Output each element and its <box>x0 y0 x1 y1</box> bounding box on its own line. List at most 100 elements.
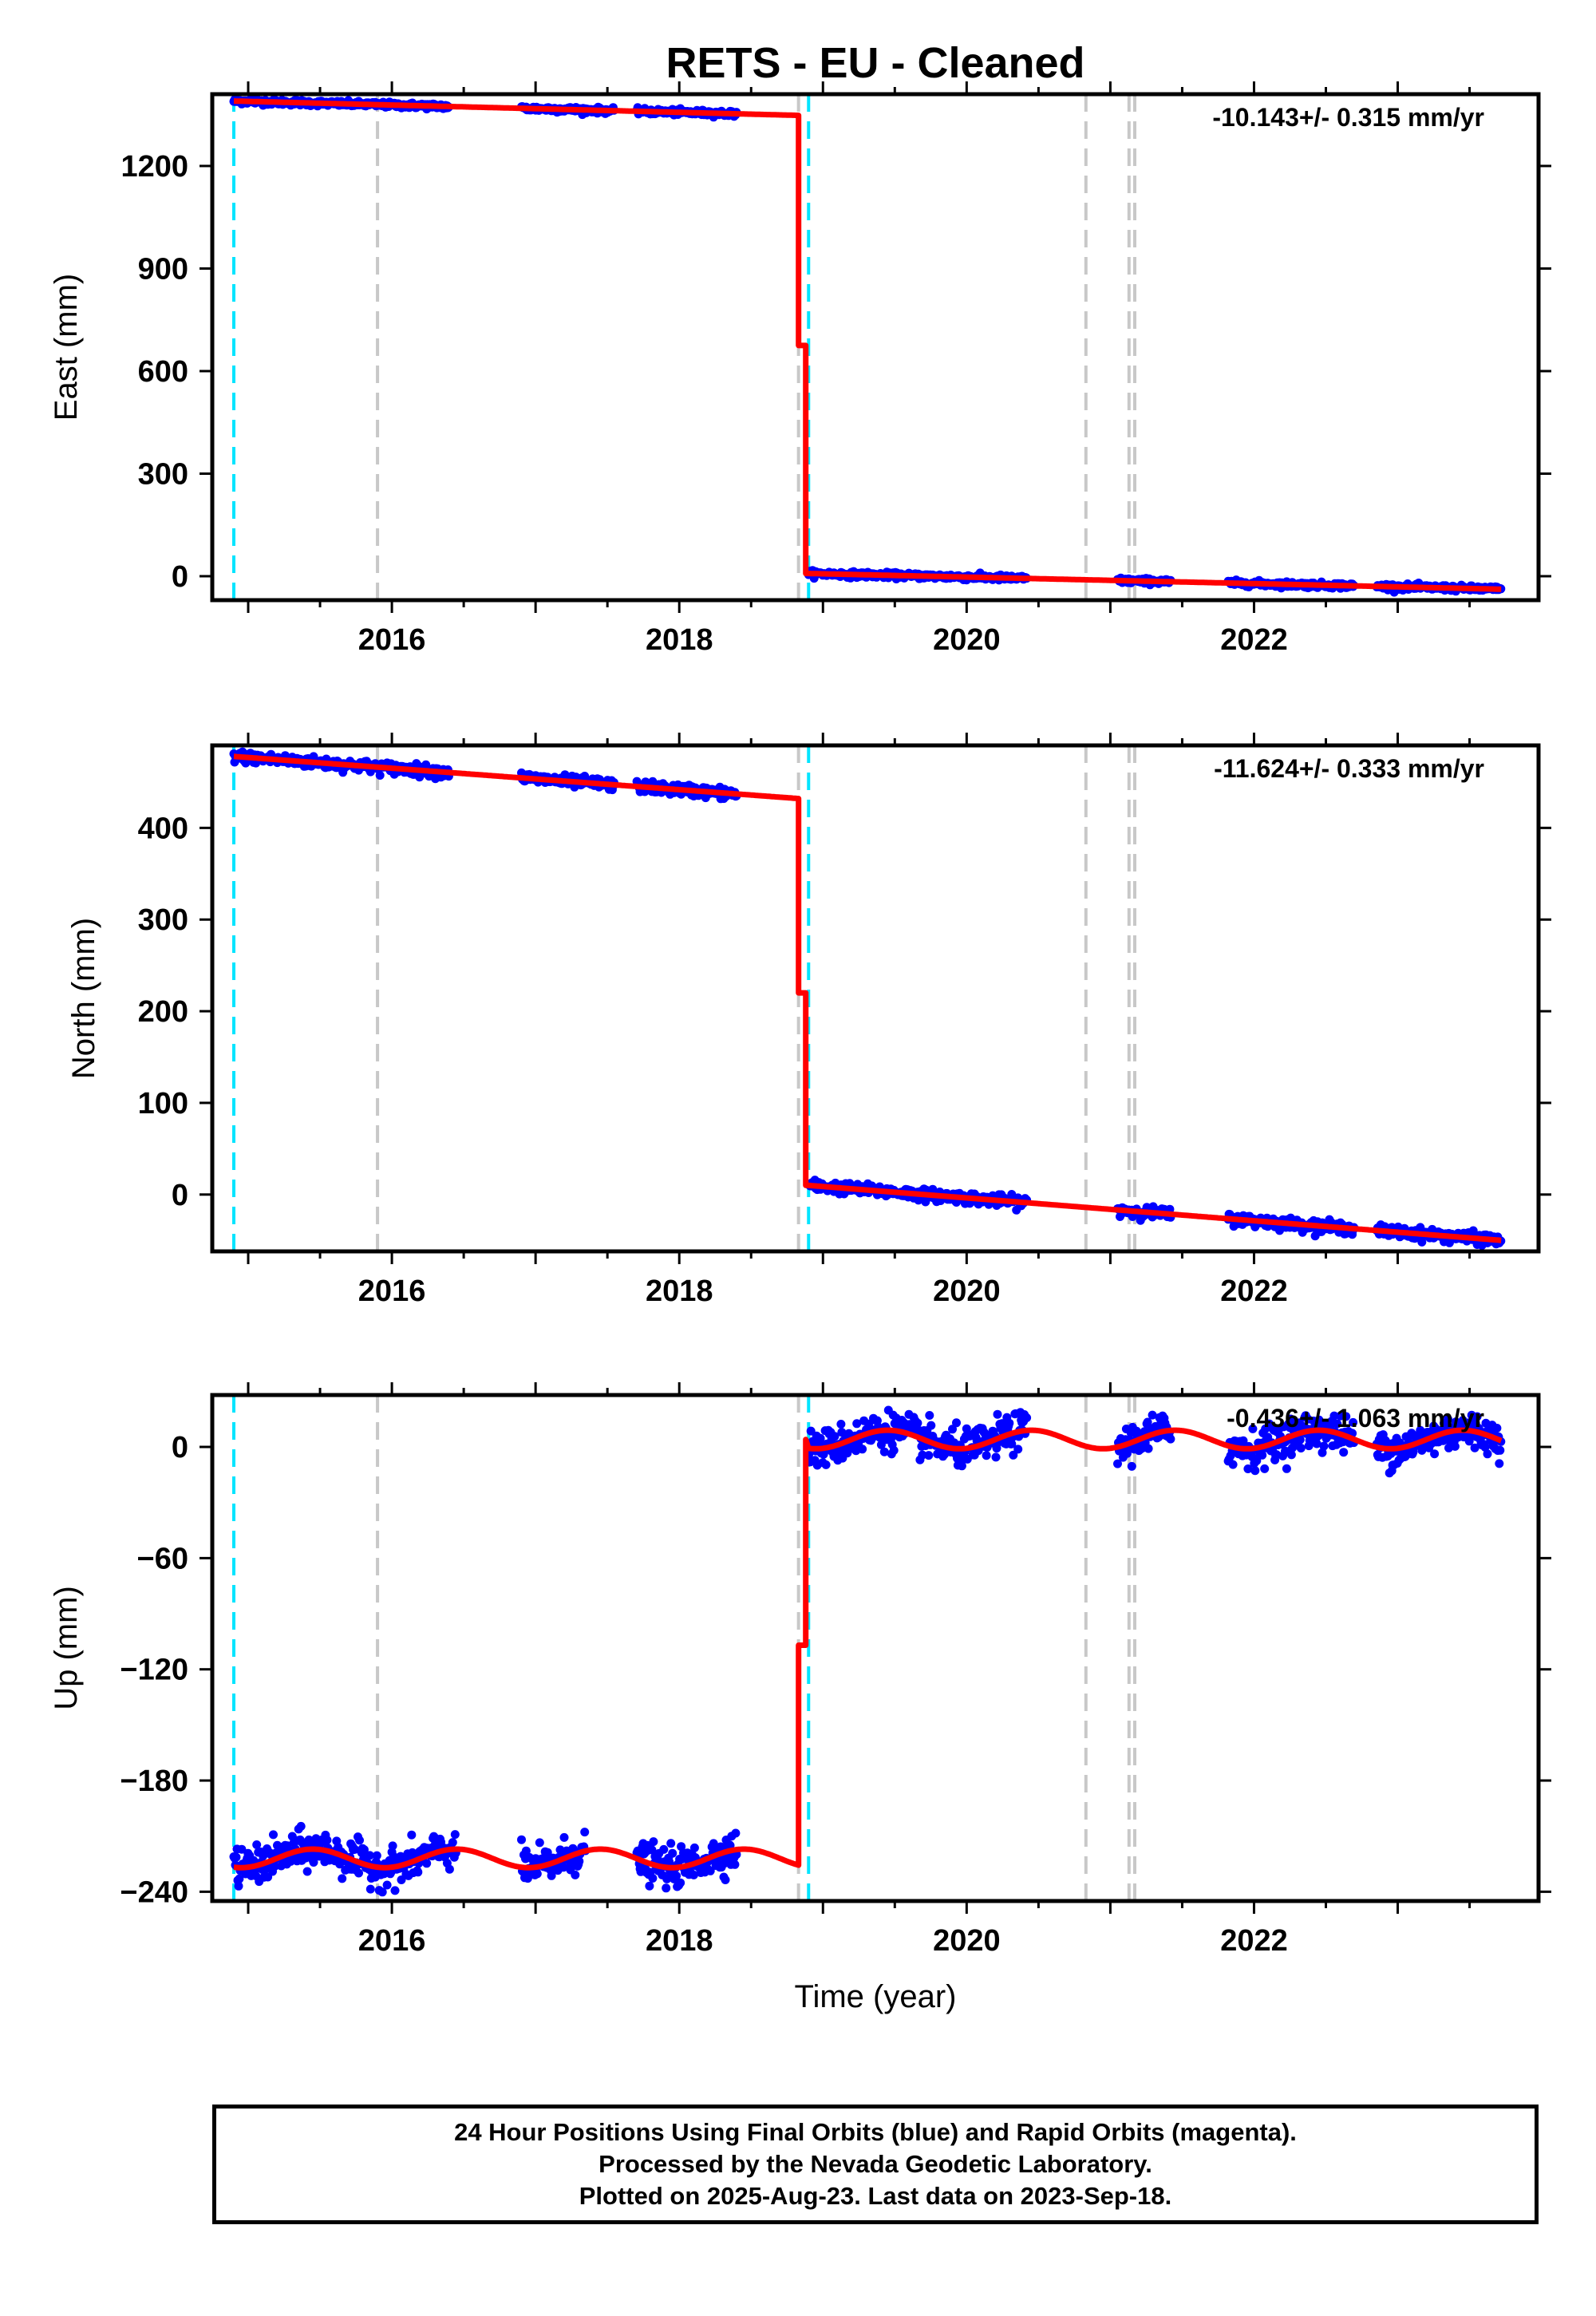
data-point <box>302 1867 312 1876</box>
x-tick-label-north: 2022 <box>1220 1275 1288 1308</box>
data-point <box>913 1418 922 1428</box>
data-point <box>1339 1448 1349 1457</box>
plot-area-north <box>229 745 1506 1251</box>
data-point <box>659 1844 669 1854</box>
data-point <box>1005 1418 1014 1428</box>
data-point <box>668 1848 678 1858</box>
footer-line-plotted: Plotted on 2025-Aug-23. Last data on 202… <box>579 2182 1172 2210</box>
data-point <box>413 1867 423 1877</box>
plot-frame-east <box>210 92 1541 603</box>
data-point <box>365 1884 375 1894</box>
data-point <box>322 1836 332 1845</box>
data-point <box>982 1451 991 1460</box>
panel-up: 2016 2018 2020 2022 −240 −180 −120 −60 0 Up (mm) -… <box>49 1382 1551 1958</box>
data-point <box>648 1874 658 1883</box>
data-point <box>924 1451 934 1460</box>
data-points-north <box>229 747 1506 1250</box>
y-tick-label-up: −180 <box>120 1765 188 1798</box>
data-point <box>730 1860 740 1869</box>
y-tick-label-north: 300 <box>138 903 188 937</box>
panel-east: 2016 2018 2020 2022 0 300 600 900 1200 East (mm) -… <box>49 81 1551 657</box>
data-point <box>1144 1444 1153 1453</box>
footer-line-orbits: 24 Hour Positions Using Final Orbits (bl… <box>454 2118 1297 2146</box>
y-tick-label-north: 200 <box>138 995 188 1029</box>
plot-frame-north <box>210 743 1541 1254</box>
x-tick-label-east: 2022 <box>1220 623 1288 657</box>
x-axis-label: Time (year) <box>795 1979 957 2014</box>
data-point <box>422 1859 432 1868</box>
data-point <box>1260 1464 1270 1473</box>
y-tick-label-up: −240 <box>120 1875 188 1909</box>
data-point <box>407 1830 417 1840</box>
data-point <box>1492 1424 1502 1433</box>
data-point <box>388 1841 397 1851</box>
data-point <box>649 1837 658 1847</box>
data-point <box>1258 1450 1267 1460</box>
data-point <box>645 1881 654 1891</box>
data-point <box>1013 1445 1023 1454</box>
x-tick-label-east: 2020 <box>933 623 1001 657</box>
data-point <box>925 1411 934 1420</box>
data-point <box>269 1830 278 1840</box>
y-tick-label-east: 900 <box>138 252 188 286</box>
data-point <box>1022 1413 1032 1422</box>
x-tick-label-up: 2020 <box>933 1924 1001 1958</box>
data-point <box>991 1452 1001 1462</box>
footer-line-processed: Processed by the Nevada Geodetic Laborat… <box>598 2150 1152 2178</box>
rate-label-east: -10.143+/- 0.315 mm/yr <box>1212 103 1484 132</box>
data-point <box>372 1851 381 1860</box>
data-points-east <box>229 94 1506 597</box>
data-point <box>1166 1434 1175 1444</box>
y-tick-label-east: 600 <box>138 355 188 389</box>
data-point <box>926 1421 936 1430</box>
x-tick-label-north: 2018 <box>646 1275 713 1308</box>
rate-label-north: -11.624+/- 0.333 mm/yr <box>1214 754 1484 783</box>
data-point <box>858 1445 867 1454</box>
y-tick-label-east: 0 <box>172 560 188 594</box>
data-point <box>382 1880 392 1890</box>
data-point <box>450 1830 460 1840</box>
data-point <box>952 1418 961 1428</box>
y-tick-label-up: −120 <box>120 1654 188 1687</box>
y-tick-label-up: −60 <box>137 1542 188 1575</box>
plot-area-up <box>229 1395 1506 1901</box>
y-tick-label-north: 0 <box>172 1179 188 1212</box>
data-point <box>1127 1461 1136 1471</box>
data-point <box>390 1886 400 1895</box>
model-line-up <box>232 1427 1503 1871</box>
data-point <box>889 1445 899 1455</box>
y-axis-label-north: North (mm) <box>66 918 101 1079</box>
data-point <box>354 1868 363 1878</box>
data-point <box>1430 1449 1440 1459</box>
data-point <box>662 1883 671 1893</box>
x-tick-label-north: 2020 <box>933 1275 1001 1308</box>
data-point <box>532 1869 542 1879</box>
model-line-north <box>232 753 1503 1243</box>
data-point <box>231 1852 241 1862</box>
data-point <box>559 1832 569 1842</box>
data-point <box>1228 1460 1238 1469</box>
model-line-east <box>232 98 1503 592</box>
data-point <box>689 1843 699 1852</box>
x-tick-label-up: 2016 <box>358 1924 426 1958</box>
x-tick-label-up: 2022 <box>1220 1924 1288 1958</box>
y-axis-label-up: Up (mm) <box>49 1586 84 1710</box>
y-tick-label-north: 400 <box>138 812 188 845</box>
footer-info-box: 24 Hour Positions Using Final Orbits (bl… <box>212 2105 1539 2224</box>
data-point <box>1250 1466 1260 1476</box>
data-point <box>355 1836 364 1845</box>
y-axis-label-east: East (mm) <box>49 274 84 421</box>
y-tick-label-north: 100 <box>138 1087 188 1120</box>
chart-title: RETS - EU - Cleaned <box>666 39 1084 87</box>
data-point <box>731 1828 741 1838</box>
data-point <box>1296 1444 1306 1452</box>
y-tick-label-east: 1200 <box>120 150 188 184</box>
data-point <box>444 1864 454 1874</box>
data-point <box>666 1839 676 1848</box>
data-point <box>1495 1459 1504 1468</box>
x-tick-label-north: 2016 <box>358 1275 426 1308</box>
x-tick-label-up: 2018 <box>646 1924 713 1958</box>
data-point <box>676 1878 685 1887</box>
data-point <box>993 1409 1002 1419</box>
data-point <box>1483 1449 1492 1459</box>
